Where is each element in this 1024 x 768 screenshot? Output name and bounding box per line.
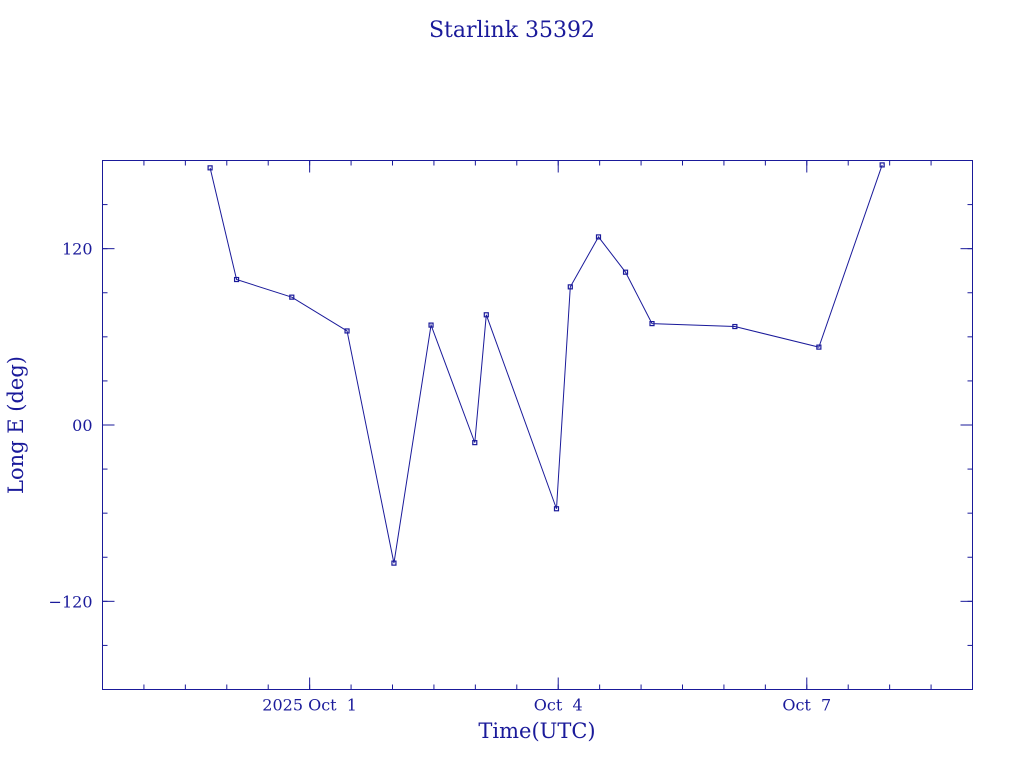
data-markers — [207, 162, 885, 566]
x-axis-label: Time(UTC) — [478, 719, 595, 743]
y-tick-label: 00 — [72, 416, 92, 435]
major-ticks — [102, 160, 973, 690]
plot-frame — [102, 160, 973, 690]
series-line — [209, 164, 883, 564]
y-tick-labels: 120 00 −120 — [49, 240, 93, 612]
x-tick-label: Oct 7 — [782, 696, 831, 715]
y-axis-label: Long E (deg) — [4, 356, 28, 494]
data-point — [595, 234, 602, 240]
minor-ticks — [102, 160, 973, 690]
x-tick-label: 2025 Oct 1 — [262, 696, 357, 715]
x-tick-labels: 2025 Oct 1 Oct 4 Oct 7 — [262, 696, 831, 715]
data-point — [622, 269, 629, 275]
data-point — [391, 560, 397, 566]
data-point — [233, 276, 240, 283]
data-point — [732, 323, 738, 330]
data-point — [483, 312, 489, 318]
data-point — [344, 328, 350, 334]
data-point — [649, 321, 655, 327]
data-point — [472, 440, 478, 446]
chart-title: Starlink 35392 — [429, 18, 595, 43]
data-point — [567, 284, 573, 290]
data-point — [816, 344, 822, 350]
data-point — [428, 322, 434, 328]
data-point — [553, 506, 560, 512]
y-tick-label: −120 — [49, 592, 93, 611]
x-tick-label: Oct 4 — [534, 696, 583, 715]
data-point — [289, 294, 295, 300]
data-point — [207, 165, 213, 171]
y-tick-label: 120 — [62, 240, 93, 259]
data-point — [879, 162, 885, 168]
